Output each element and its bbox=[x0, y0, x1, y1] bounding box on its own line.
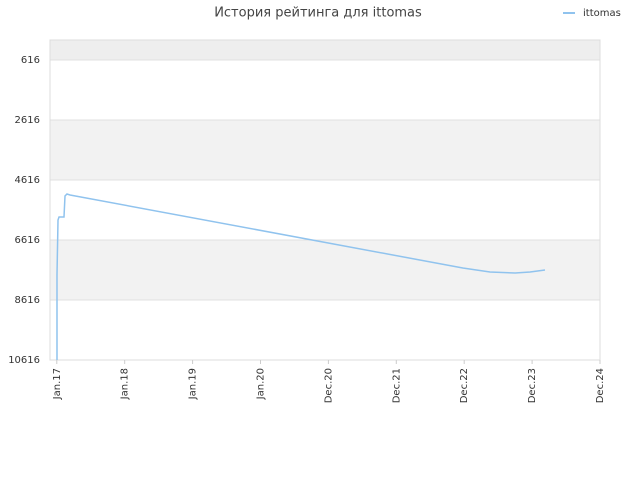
data-line bbox=[56, 193, 546, 360]
x-tick-label: Jan.19 bbox=[188, 368, 199, 400]
y-tick-label: 6616 bbox=[15, 235, 40, 246]
plot-band bbox=[50, 300, 600, 360]
y-tick-label: 616 bbox=[21, 55, 40, 66]
plot-border bbox=[49, 39, 601, 361]
x-tick-label: Dec.23 bbox=[527, 368, 538, 403]
y-tick-label: 4616 bbox=[15, 175, 40, 186]
y-tick-label: 10616 bbox=[8, 355, 40, 366]
x-tick-label: Dec.20 bbox=[323, 368, 334, 403]
x-tick-label: Jan.17 bbox=[52, 368, 63, 400]
legend-label: ittomas bbox=[583, 8, 621, 19]
chart-title: История рейтинга для ittomas bbox=[214, 6, 422, 21]
x-tick-label: Dec.22 bbox=[459, 368, 470, 403]
plot-band bbox=[50, 180, 600, 241]
x-tick-label: Dec.21 bbox=[391, 368, 402, 403]
y-tick-label: 8616 bbox=[15, 295, 40, 306]
plot-band bbox=[50, 40, 600, 61]
plot-band bbox=[50, 240, 600, 301]
plot-band bbox=[50, 60, 600, 121]
x-tick-label: Jan.18 bbox=[120, 368, 131, 400]
y-tick-label: 2616 bbox=[15, 115, 40, 126]
x-tick-label: Jan.20 bbox=[255, 368, 266, 400]
plot-band bbox=[50, 120, 600, 181]
x-tick-label: Dec.24 bbox=[595, 368, 606, 403]
